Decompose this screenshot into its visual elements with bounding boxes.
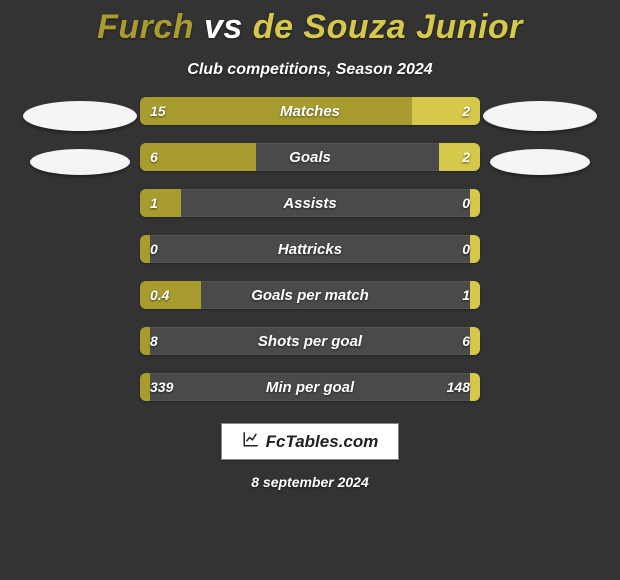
stat-row: 0.41Goals per match	[140, 281, 480, 309]
stat-fill-left	[140, 235, 150, 263]
stat-row: 62Goals	[140, 143, 480, 171]
footer-date: 8 september 2024	[251, 474, 369, 490]
stat-fill-right	[470, 189, 480, 217]
title-player2: de Souza Junior	[253, 8, 523, 46]
stat-fill-left	[140, 189, 181, 217]
player2-avatar	[483, 101, 597, 131]
title-vs: vs	[204, 8, 243, 46]
player1-avatar	[23, 101, 137, 131]
right-side	[480, 97, 600, 401]
stat-row: 152Matches	[140, 97, 480, 125]
subtitle: Club competitions, Season 2024	[187, 61, 432, 79]
page-title: Furch vs de Souza Junior	[97, 8, 523, 47]
stat-label: Min per goal	[140, 373, 480, 401]
stat-row: 339148Min per goal	[140, 373, 480, 401]
stat-label: Assists	[140, 189, 480, 217]
stat-fill-left	[140, 143, 256, 171]
stat-fill-right	[470, 373, 480, 401]
brand-badge[interactable]: FcTables.com	[221, 423, 400, 460]
chart-icon	[242, 430, 260, 453]
stat-fill-right	[470, 281, 480, 309]
left-side	[20, 97, 140, 401]
stat-row: 86Shots per goal	[140, 327, 480, 355]
brand-text: FcTables.com	[266, 432, 379, 452]
stat-fill-right	[470, 327, 480, 355]
stat-fill-left	[140, 97, 412, 125]
player1-club-badge	[30, 149, 130, 175]
stat-fill-right	[439, 143, 480, 171]
stat-row: 00Hattricks	[140, 235, 480, 263]
content-row: 152Matches 62Goals 10Assists 00Hattricks 0.4…	[0, 97, 620, 401]
stat-fill-left	[140, 327, 150, 355]
stat-row: 10Assists	[140, 189, 480, 217]
stat-label: Hattricks	[140, 235, 480, 263]
stat-fill-right	[412, 97, 480, 125]
comparison-card: Furch vs de Souza Junior Club competitio…	[0, 0, 620, 580]
player2-club-badge	[490, 149, 590, 175]
stat-label: Shots per goal	[140, 327, 480, 355]
stat-fill-left	[140, 281, 201, 309]
stat-bars: 152Matches 62Goals 10Assists 00Hattricks 0.4…	[140, 97, 480, 401]
stat-fill-right	[470, 235, 480, 263]
title-player1: Furch	[97, 8, 194, 46]
stat-fill-left	[140, 373, 150, 401]
